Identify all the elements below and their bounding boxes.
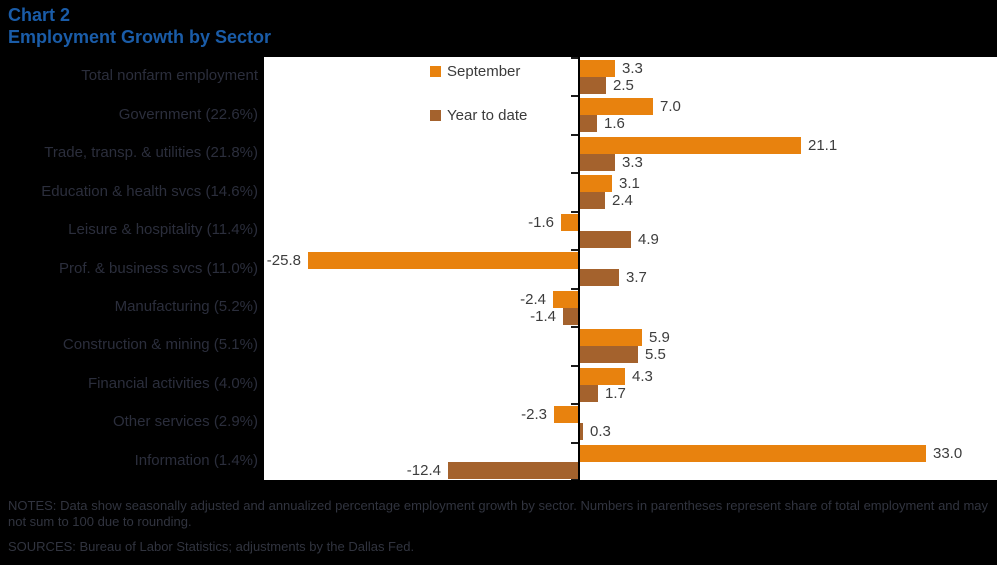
bar-year-to-date [580,423,583,440]
value-label: 5.9 [649,329,670,346]
bar-september [580,137,801,154]
value-label: -2.4 [520,291,546,308]
bar-september [580,98,653,115]
value-label: -12.4 [406,462,441,479]
value-label: -25.8 [266,252,301,269]
bar-year-to-date [580,115,597,132]
axis-tick [571,211,578,213]
bar-year-to-date [563,308,578,325]
axis-tick [571,365,578,367]
bar-year-to-date [580,77,606,94]
bar-september [580,445,926,462]
axis-tick [571,478,578,480]
bar-september [554,406,578,423]
bar-year-to-date [580,346,638,363]
sources-text: SOURCES: Bureau of Labor Statistics; adj… [8,539,415,554]
value-label: 4.9 [638,231,659,248]
year-to-date-swatch-icon [430,110,441,121]
bar-september [580,368,625,385]
bar-september [580,60,615,77]
category-label: Prof. & business svcs (11.0%) [59,260,258,277]
bar-september [553,291,578,308]
bar-september [580,175,612,192]
notes-text: NOTES: Data show seasonally adjusted and… [8,498,988,529]
value-label: 5.5 [645,346,666,363]
axis-tick [571,134,578,136]
value-label: -2.3 [521,406,547,423]
value-label: 21.1 [808,137,838,154]
axis-tick [571,442,578,444]
value-label: 3.1 [619,175,640,192]
category-label: Information (1.4%) [134,452,258,469]
value-label: 1.7 [605,385,626,402]
value-label: 3.7 [626,269,647,286]
value-label: 4.3 [632,368,653,385]
value-label: -1.4 [530,308,556,325]
value-label: 2.4 [612,192,633,209]
legend-item-september: September [430,63,520,80]
bar-year-to-date [580,231,631,248]
category-label: Total nonfarm employment [81,67,258,84]
category-label: Leisure & hospitality (11.4%) [68,221,258,238]
bar-year-to-date [580,154,615,171]
value-label: 7.0 [660,98,681,115]
value-label: 2.5 [613,77,634,94]
legend-label-september: September [447,63,521,80]
value-label: 1.6 [604,115,625,132]
legend-item-year-to-date: Year to date [430,107,527,124]
category-label: Financial activities (4.0%) [87,375,258,392]
axis-tick [571,249,578,251]
value-label: 3.3 [622,154,643,171]
value-label: 3.3 [622,60,643,77]
footnote-block: NOTES: Data show seasonally adjusted and… [8,498,988,555]
category-label: Education & health svcs (14.6%) [41,183,258,200]
chart-number-label: Chart 2 [8,5,71,25]
page-title: Employment Growth by Sector [8,27,272,47]
value-label: 0.3 [590,423,611,440]
axis-tick [571,172,578,174]
category-label: Trade, transp. & utilities (21.8%) [44,144,258,161]
category-label: Construction & mining (5.1%) [62,336,258,353]
bar-september [561,214,578,231]
category-label: Government (22.6%) [118,106,258,123]
bar-year-to-date [448,462,578,479]
plot-area: 3.3 2.5 7.0 1.6 21.1 3.3 3.1 2.4 -1.6 4.9 -25.8 3.7… [264,57,997,480]
value-label: -1.6 [528,214,554,231]
value-label: 33.0 [933,445,963,462]
september-swatch-icon [430,66,441,77]
bar-year-to-date [580,192,605,209]
category-label: Other services (2.9%) [112,413,258,430]
axis-tick [571,95,578,97]
bar-september [308,252,578,269]
bar-september [580,329,642,346]
zero-axis-line [578,57,580,480]
axis-tick [571,403,578,405]
bar-year-to-date [580,385,598,402]
axis-tick [571,288,578,290]
axis-tick [571,57,578,59]
legend-label-year-to-date: Year to date [447,107,528,124]
category-label: Manufacturing (5.2%) [114,298,258,315]
bar-year-to-date [580,269,619,286]
axis-tick [571,326,578,328]
